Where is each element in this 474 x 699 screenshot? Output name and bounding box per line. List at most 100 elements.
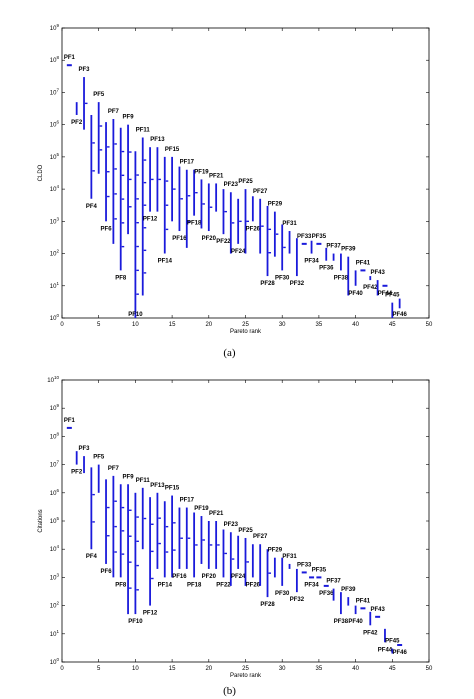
front-label-pf17: PF17 xyxy=(180,160,195,166)
front-label-pf25: PF25 xyxy=(238,528,253,534)
x-tick-label: 25 xyxy=(242,322,249,328)
front-label-pf42: PF42 xyxy=(363,630,378,636)
front-label-pf35: PF35 xyxy=(312,567,327,573)
front-label-pf4: PF4 xyxy=(86,204,98,210)
front-label-pf1: PF1 xyxy=(64,55,76,61)
x-tick-label: 45 xyxy=(389,322,396,328)
x-tick-label: 30 xyxy=(279,322,286,328)
y-tick-label: 101 xyxy=(50,281,60,290)
y-tick-label: 105 xyxy=(50,152,60,161)
front-label-pf26: PF26 xyxy=(246,226,261,232)
y-tick-label: 106 xyxy=(50,488,60,497)
x-tick-label: 30 xyxy=(279,666,286,672)
front-label-pf15: PF15 xyxy=(165,486,180,492)
front-label-pf16: PF16 xyxy=(172,236,187,242)
front-label-pf44: PF44 xyxy=(378,647,393,653)
front-label-pf38: PF38 xyxy=(334,619,349,625)
front-label-pf11: PF11 xyxy=(136,127,151,133)
front-label-pf42: PF42 xyxy=(363,285,378,291)
front-label-pf21: PF21 xyxy=(209,173,224,179)
front-label-pf7: PF7 xyxy=(108,109,120,115)
front-label-pf17: PF17 xyxy=(180,498,195,504)
x-tick-label: 35 xyxy=(316,322,323,328)
front-label-pf6: PF6 xyxy=(101,226,113,232)
front-label-pf41: PF41 xyxy=(356,598,371,604)
x-tick-label: 50 xyxy=(426,322,433,328)
front-label-pf3: PF3 xyxy=(79,67,91,73)
y-tick-label: 101 xyxy=(50,629,60,638)
y-tick-label: 1010 xyxy=(47,375,59,384)
front-label-pf39: PF39 xyxy=(341,587,356,593)
front-label-pf23: PF23 xyxy=(224,182,239,188)
front-label-pf30: PF30 xyxy=(275,275,290,281)
front-label-pf20: PF20 xyxy=(202,236,217,242)
x-tick-label: 0 xyxy=(60,666,64,672)
front-label-pf40: PF40 xyxy=(348,619,363,625)
y-tick-label: 103 xyxy=(50,216,60,225)
y-axis-title: Citations xyxy=(38,509,44,532)
front-label-pf27: PF27 xyxy=(253,534,268,540)
front-label-pf11: PF11 xyxy=(136,478,151,484)
front-label-pf13: PF13 xyxy=(150,137,165,143)
x-tick-label: 50 xyxy=(426,666,433,672)
front-label-pf24: PF24 xyxy=(231,249,246,255)
front-label-pf6: PF6 xyxy=(101,569,113,575)
front-label-pf8: PF8 xyxy=(115,582,127,588)
front-label-pf46: PF46 xyxy=(392,312,407,318)
front-label-pf18: PF18 xyxy=(187,221,202,227)
front-label-pf5: PF5 xyxy=(93,92,105,98)
front-label-pf33: PF33 xyxy=(297,562,312,568)
front-label-pf18: PF18 xyxy=(187,582,202,588)
x-tick-label: 45 xyxy=(389,666,396,672)
front-label-pf36: PF36 xyxy=(319,266,334,272)
front-label-pf10: PF10 xyxy=(128,312,143,318)
y-tick-label: 106 xyxy=(50,120,60,129)
front-label-pf4: PF4 xyxy=(86,554,98,560)
front-label-pf45: PF45 xyxy=(385,293,400,299)
front-label-pf28: PF28 xyxy=(260,281,275,287)
x-tick-label: 25 xyxy=(242,666,249,672)
front-label-pf14: PF14 xyxy=(158,582,173,588)
front-label-pf37: PF37 xyxy=(326,244,341,250)
front-label-pf19: PF19 xyxy=(194,169,209,175)
front-label-pf14: PF14 xyxy=(158,259,173,265)
front-label-pf2: PF2 xyxy=(71,470,83,476)
front-label-pf28: PF28 xyxy=(260,602,275,608)
y-tick-label: 107 xyxy=(50,87,60,96)
x-tick-label: 15 xyxy=(169,666,176,672)
front-label-pf23: PF23 xyxy=(224,522,239,528)
front-label-pf10: PF10 xyxy=(128,619,143,625)
x-tick-label: 40 xyxy=(352,322,359,328)
figure-caption: (b) xyxy=(223,685,236,697)
front-label-pf41: PF41 xyxy=(356,260,371,266)
front-label-pf25: PF25 xyxy=(238,179,253,185)
front-label-pf21: PF21 xyxy=(209,511,224,517)
chart-panel-1: 0 5 10 15 20 25 30 35 40 45 50 100 101 102 103 104 105 10… xyxy=(38,23,433,359)
y-tick-label: 102 xyxy=(50,601,60,610)
x-tick-label: 35 xyxy=(316,666,323,672)
x-tick-label: 40 xyxy=(352,666,359,672)
y-tick-label: 103 xyxy=(50,572,60,581)
front-label-pf8: PF8 xyxy=(115,275,127,281)
front-label-pf31: PF31 xyxy=(282,221,297,227)
front-label-pf12: PF12 xyxy=(143,217,158,223)
front-label-pf46: PF46 xyxy=(392,650,407,656)
y-tick-label: 108 xyxy=(50,431,60,440)
front-label-pf32: PF32 xyxy=(290,281,305,287)
front-label-pf39: PF39 xyxy=(341,247,356,253)
y-tick-label: 107 xyxy=(50,460,60,469)
front-label-pf44: PF44 xyxy=(378,291,393,297)
front-label-pf5: PF5 xyxy=(93,455,105,461)
plot-frame xyxy=(61,379,430,663)
x-tick-label: 5 xyxy=(97,322,101,328)
front-label-pf22: PF22 xyxy=(216,582,231,588)
y-tick-label: 105 xyxy=(50,516,60,525)
front-label-pf36: PF36 xyxy=(319,591,334,597)
front-label-pf9: PF9 xyxy=(123,474,135,480)
front-label-pf7: PF7 xyxy=(108,466,120,472)
front-label-pf29: PF29 xyxy=(268,202,283,208)
y-tick-label: 102 xyxy=(50,249,60,258)
x-axis-title: Pareto rank xyxy=(230,329,262,335)
front-label-pf3: PF3 xyxy=(79,446,91,452)
